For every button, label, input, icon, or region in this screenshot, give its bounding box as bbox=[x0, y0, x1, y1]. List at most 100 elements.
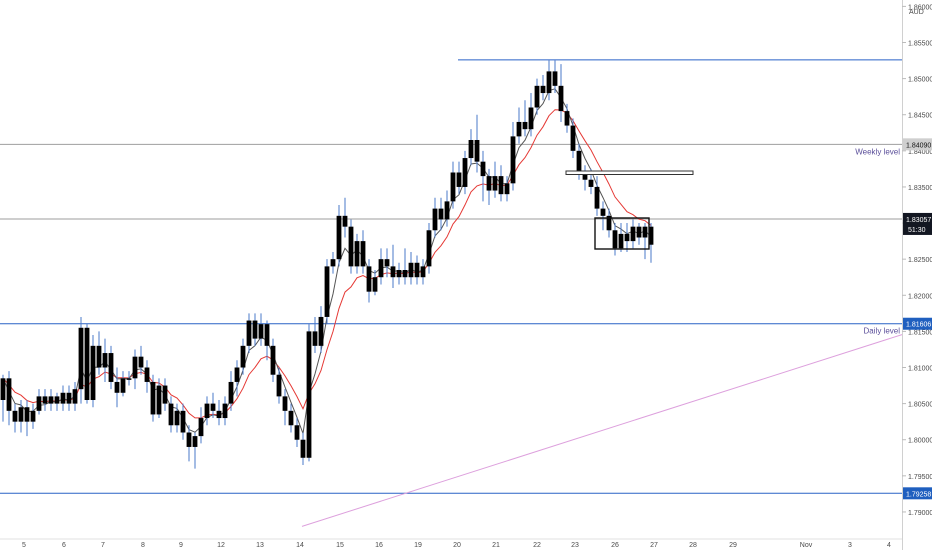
candle-body bbox=[42, 396, 48, 404]
candle-body bbox=[300, 439, 306, 458]
x-tick-label: 9 bbox=[179, 542, 183, 549]
candle-body bbox=[204, 403, 210, 419]
y-tick-label: 1.80000 bbox=[908, 438, 932, 445]
candle-body bbox=[294, 425, 300, 440]
x-tick-label: 20 bbox=[453, 542, 461, 549]
candle-body bbox=[258, 324, 264, 339]
level-tag-label: 1.81606 bbox=[906, 322, 931, 329]
x-tick-label: 7 bbox=[101, 542, 105, 549]
time-axis: 5 6 7 8 9 12 13 14 15 16 19 20 21 22 23 26 27 28 29 Nov 3 4 bbox=[0, 538, 902, 549]
candle-body bbox=[546, 71, 552, 94]
trendline bbox=[301, 334, 903, 527]
x-tick-label: 16 bbox=[375, 542, 383, 549]
y-tick-label: 1.81000 bbox=[908, 366, 932, 373]
x-tick-label: 23 bbox=[571, 542, 579, 549]
x-tick-label: 12 bbox=[217, 542, 225, 549]
candle-body bbox=[636, 226, 642, 238]
candle-body bbox=[276, 374, 282, 397]
candle-body bbox=[210, 403, 216, 411]
candle-body bbox=[426, 230, 432, 267]
candle-body bbox=[180, 410, 186, 433]
trendline-layer bbox=[301, 334, 903, 527]
current-price-tag-bg bbox=[903, 212, 932, 235]
candle-body bbox=[360, 241, 366, 267]
level-text: Weekly level bbox=[855, 147, 900, 156]
y-tick-label: 1.84500 bbox=[908, 113, 932, 120]
candle-body bbox=[252, 320, 258, 339]
y-tick-label: 1.80500 bbox=[908, 402, 932, 409]
candles-layer bbox=[0, 60, 654, 469]
candle-body bbox=[564, 111, 570, 126]
candle-body bbox=[306, 331, 312, 458]
candle-body bbox=[450, 172, 456, 202]
candle-body bbox=[228, 381, 234, 404]
y-tick-label: 1.82500 bbox=[908, 257, 932, 264]
candle-body bbox=[282, 396, 288, 411]
candle-body bbox=[576, 150, 582, 173]
candle-body bbox=[330, 259, 336, 267]
candle-body bbox=[138, 356, 144, 368]
candle-body bbox=[36, 396, 42, 411]
candle-body bbox=[198, 418, 204, 437]
x-tick-label: 28 bbox=[689, 542, 697, 549]
candle-body bbox=[612, 230, 618, 249]
candle-body bbox=[0, 378, 6, 400]
candle-body bbox=[114, 381, 120, 393]
candle-body bbox=[432, 208, 438, 231]
x-tick-label: 19 bbox=[414, 542, 422, 549]
candle-body bbox=[102, 353, 108, 368]
candle-body bbox=[108, 353, 114, 382]
candle-body bbox=[384, 259, 390, 267]
consolidation-box bbox=[594, 217, 650, 250]
candle-body bbox=[30, 410, 36, 422]
candle-body bbox=[540, 85, 546, 94]
price-axis: 1.79000 1.79500 1.80000 1.80500 1.81000 1.815… bbox=[902, 0, 932, 550]
candle-body bbox=[414, 262, 420, 278]
candle-body bbox=[444, 201, 450, 220]
y-tick-label: 1.84000 bbox=[908, 149, 932, 156]
y-tick-label: 1.83500 bbox=[908, 185, 932, 192]
candle-body bbox=[60, 392, 66, 404]
x-tick-label: 14 bbox=[296, 542, 304, 549]
candle-body bbox=[186, 432, 192, 447]
candle-body bbox=[222, 403, 228, 419]
candle-body bbox=[372, 277, 378, 292]
y-tick-label: 1.85000 bbox=[908, 77, 932, 84]
candle-body bbox=[90, 345, 96, 400]
candle-body bbox=[366, 266, 372, 292]
candle-body bbox=[132, 356, 138, 379]
candle-body bbox=[618, 233, 624, 249]
x-tick-label: 22 bbox=[533, 542, 541, 549]
level-text: Daily level bbox=[864, 327, 901, 336]
candle-body bbox=[342, 215, 348, 227]
x-tick-label: 8 bbox=[141, 542, 145, 549]
candle-body bbox=[12, 410, 18, 422]
currency-label: AUD bbox=[909, 9, 924, 16]
candle-body bbox=[48, 396, 54, 404]
candle-body bbox=[234, 367, 240, 382]
y-tick-label: 1.86000 bbox=[908, 4, 932, 11]
candle-body bbox=[558, 85, 564, 112]
candle-body bbox=[624, 233, 630, 242]
candle-body bbox=[390, 266, 396, 278]
candle-body bbox=[456, 172, 462, 187]
level-tag-bg bbox=[903, 138, 932, 151]
candle-body bbox=[192, 436, 198, 447]
y-tick-label: 1.79500 bbox=[908, 474, 932, 481]
candle-body bbox=[480, 161, 486, 177]
levels-layer: Weekly level Daily level bbox=[0, 59, 902, 494]
candle-body bbox=[468, 140, 474, 159]
x-tick-label: 27 bbox=[650, 542, 658, 549]
x-tick-label: 6 bbox=[62, 542, 66, 549]
candle-body bbox=[216, 410, 222, 419]
candle-body bbox=[642, 226, 648, 238]
candle-body bbox=[126, 378, 132, 380]
resistance-box bbox=[565, 170, 694, 175]
candle-body bbox=[336, 215, 342, 260]
candle-body bbox=[594, 186, 600, 209]
candle-body bbox=[54, 396, 60, 404]
candle-body bbox=[78, 327, 84, 390]
y-tick-label: 1.81500 bbox=[908, 329, 932, 336]
